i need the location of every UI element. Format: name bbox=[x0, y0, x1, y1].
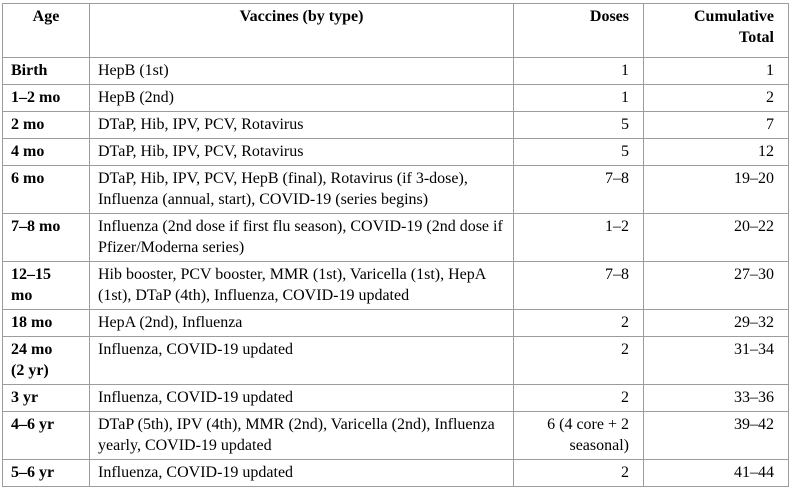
doses-cell: 1 bbox=[513, 57, 644, 85]
header-age: Age bbox=[2, 3, 90, 58]
vaccines-cell: Influenza, COVID-19 updated bbox=[89, 459, 514, 487]
header-cumulative: Cumulative Total bbox=[643, 3, 789, 58]
table-row: 2 mo DTaP, Hib, IPV, PCV, Rotavirus 5 7 bbox=[2, 111, 789, 139]
cumulative-cell: 41–44 bbox=[643, 459, 789, 487]
age-cell: 12–15 mo bbox=[2, 261, 90, 310]
cumulative-cell: 7 bbox=[643, 111, 789, 139]
cumulative-cell: 19–20 bbox=[643, 165, 789, 214]
doses-cell: 1–2 bbox=[513, 213, 644, 262]
table-body: Birth HepB (1st) 1 1 1–2 mo HepB (2nd) 1 2 2 mo D… bbox=[2, 57, 789, 487]
table-row: Birth HepB (1st) 1 1 bbox=[2, 57, 789, 85]
doses-cell: 7–8 bbox=[513, 165, 644, 214]
age-cell: 24 mo (2 yr) bbox=[2, 336, 90, 385]
age-cell: 6 mo bbox=[2, 165, 90, 214]
table-row: 5–6 yr Influenza, COVID-19 updated 2 41–44 bbox=[2, 459, 789, 487]
age-cell: Birth bbox=[2, 57, 90, 85]
doses-cell: 2 bbox=[513, 384, 644, 412]
vaccines-cell: Influenza (2nd dose if first flu season)… bbox=[89, 213, 514, 262]
doses-cell: 1 bbox=[513, 84, 644, 112]
vaccines-cell: Influenza, COVID-19 updated bbox=[89, 384, 514, 412]
age-cell: 18 mo bbox=[2, 309, 90, 337]
vaccines-cell: DTaP, Hib, IPV, PCV, Rotavirus bbox=[89, 138, 514, 166]
table-row: 6 mo DTaP, Hib, IPV, PCV, HepB (final), R… bbox=[2, 165, 789, 214]
cumulative-cell: 29–32 bbox=[643, 309, 789, 337]
doses-cell: 2 bbox=[513, 336, 644, 385]
table-header: Age Vaccines (by type) Doses Cumulative … bbox=[2, 3, 789, 58]
table-row: 7–8 mo Influenza (2nd dose if first flu s… bbox=[2, 213, 789, 262]
table-row: 18 mo HepA (2nd), Influenza 2 29–32 bbox=[2, 309, 789, 337]
vaccine-schedule-table: Age Vaccines (by type) Doses Cumulative … bbox=[2, 3, 789, 487]
cumulative-cell: 1 bbox=[643, 57, 789, 85]
age-cell: 2 mo bbox=[2, 111, 90, 139]
header-row: Age Vaccines (by type) Doses Cumulative … bbox=[2, 3, 789, 58]
table-row: 12–15 mo Hib booster, PCV booster, MMR (1… bbox=[2, 261, 789, 310]
age-cell: 1–2 mo bbox=[2, 84, 90, 112]
cumulative-cell: 33–36 bbox=[643, 384, 789, 412]
vaccines-cell: DTaP (5th), IPV (4th), MMR (2nd), Varice… bbox=[89, 411, 514, 460]
table-row: 3 yr Influenza, COVID-19 updated 2 33–36 bbox=[2, 384, 789, 412]
header-vaccines: Vaccines (by type) bbox=[89, 3, 514, 58]
cumulative-cell: 12 bbox=[643, 138, 789, 166]
age-cell: 3 yr bbox=[2, 384, 90, 412]
table-row: 4–6 yr DTaP (5th), IPV (4th), MMR (2nd), … bbox=[2, 411, 789, 460]
doses-cell: 7–8 bbox=[513, 261, 644, 310]
cumulative-cell: 27–30 bbox=[643, 261, 789, 310]
vaccines-cell: DTaP, Hib, IPV, PCV, HepB (final), Rotav… bbox=[89, 165, 514, 214]
age-cell: 7–8 mo bbox=[2, 213, 90, 262]
doses-cell: 5 bbox=[513, 138, 644, 166]
cumulative-cell: 39–42 bbox=[643, 411, 789, 460]
doses-cell: 2 bbox=[513, 459, 644, 487]
vaccines-cell: HepB (1st) bbox=[89, 57, 514, 85]
cumulative-cell: 31–34 bbox=[643, 336, 789, 385]
age-cell: 4–6 yr bbox=[2, 411, 90, 460]
cumulative-cell: 2 bbox=[643, 84, 789, 112]
table-row: 1–2 mo HepB (2nd) 1 2 bbox=[2, 84, 789, 112]
vaccines-cell: DTaP, Hib, IPV, PCV, Rotavirus bbox=[89, 111, 514, 139]
vaccines-cell: HepB (2nd) bbox=[89, 84, 514, 112]
doses-cell: 5 bbox=[513, 111, 644, 139]
vaccines-cell: HepA (2nd), Influenza bbox=[89, 309, 514, 337]
doses-cell: 6 (4 core + 2 seasonal) bbox=[513, 411, 644, 460]
table-row: 24 mo (2 yr) Influenza, COVID-19 updated 2… bbox=[2, 336, 789, 385]
cumulative-cell: 20–22 bbox=[643, 213, 789, 262]
vaccines-cell: Influenza, COVID-19 updated bbox=[89, 336, 514, 385]
age-cell: 4 mo bbox=[2, 138, 90, 166]
doses-cell: 2 bbox=[513, 309, 644, 337]
header-doses: Doses bbox=[513, 3, 644, 58]
table-row: 4 mo DTaP, Hib, IPV, PCV, Rotavirus 5 12 bbox=[2, 138, 789, 166]
age-cell: 5–6 yr bbox=[2, 459, 90, 487]
vaccines-cell: Hib booster, PCV booster, MMR (1st), Var… bbox=[89, 261, 514, 310]
